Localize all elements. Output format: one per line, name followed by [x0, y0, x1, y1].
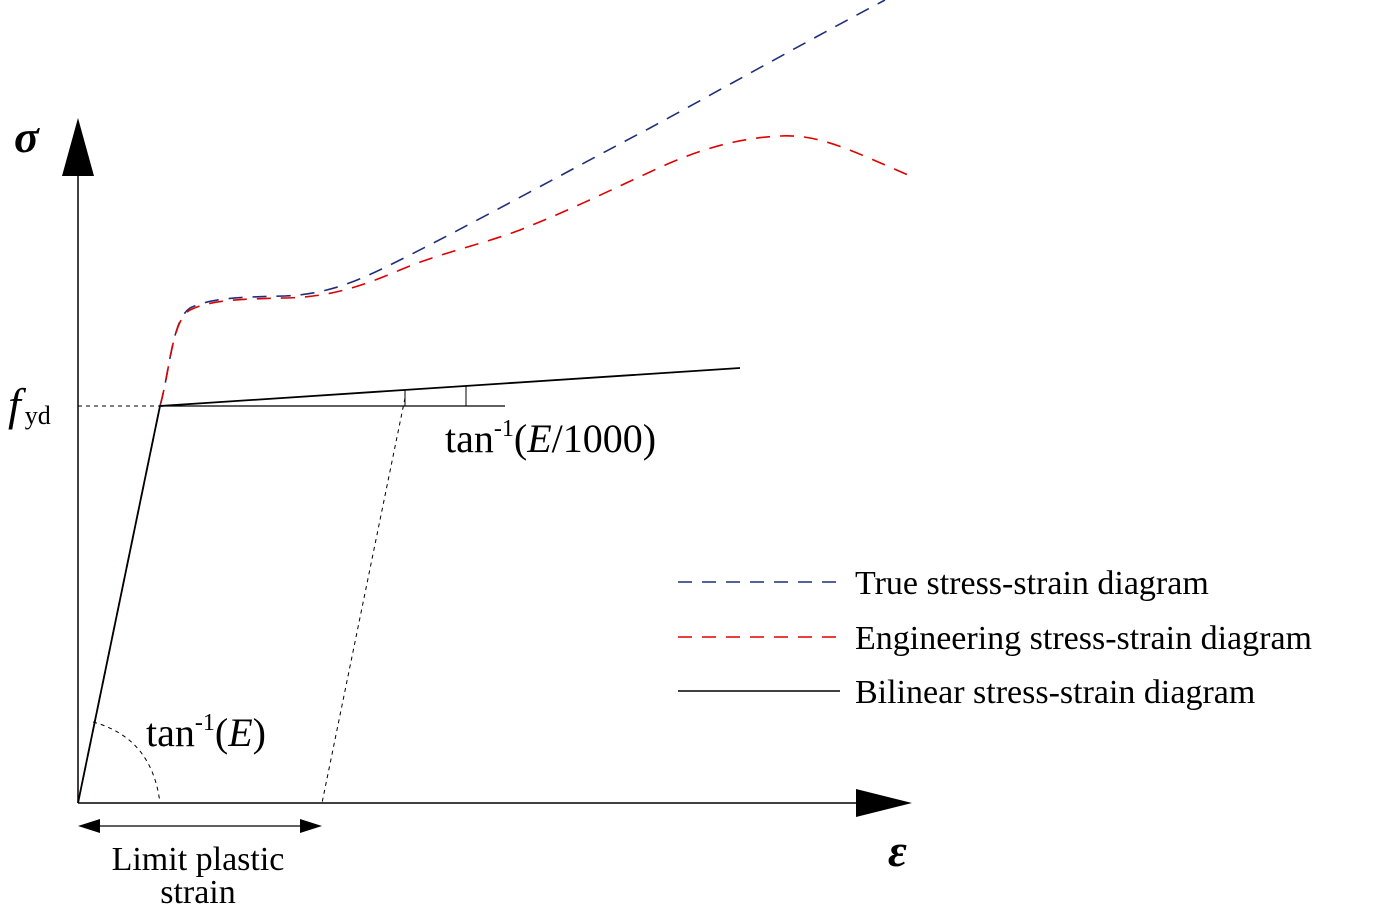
- y-axis-arrowhead: [62, 118, 94, 176]
- legend-label-true: True stress-strain diagram: [855, 565, 1209, 602]
- limit-strain-arrow-right: [300, 819, 322, 833]
- legend: True stress-strain diagram Engineering s…: [678, 565, 1312, 711]
- elastic-slope-label: tan-1(E): [146, 710, 266, 755]
- unloading-line: [321, 397, 406, 804]
- limit-strain-label-line2: strain: [160, 874, 236, 911]
- x-axis-arrowhead: [856, 789, 912, 817]
- legend-label-bilinear: Bilinear stress-strain diagram: [855, 674, 1255, 711]
- limit-strain-arrow-left: [78, 819, 100, 833]
- hardening-slope-label: tan-1(E/1000): [445, 416, 656, 461]
- elastic-slope-arc: [92, 721, 161, 804]
- y-axis-label: σ: [14, 111, 40, 162]
- true-stress-strain-curve: [159, 0, 886, 407]
- engineering-stress-strain-curve: [77, 135, 916, 804]
- limit-strain-label-line1: Limit plastic: [112, 841, 285, 878]
- fyd-label: f yd: [8, 379, 51, 430]
- legend-label-engineering: Engineering stress-strain diagram: [855, 620, 1312, 657]
- x-axis-label: ε: [888, 825, 907, 876]
